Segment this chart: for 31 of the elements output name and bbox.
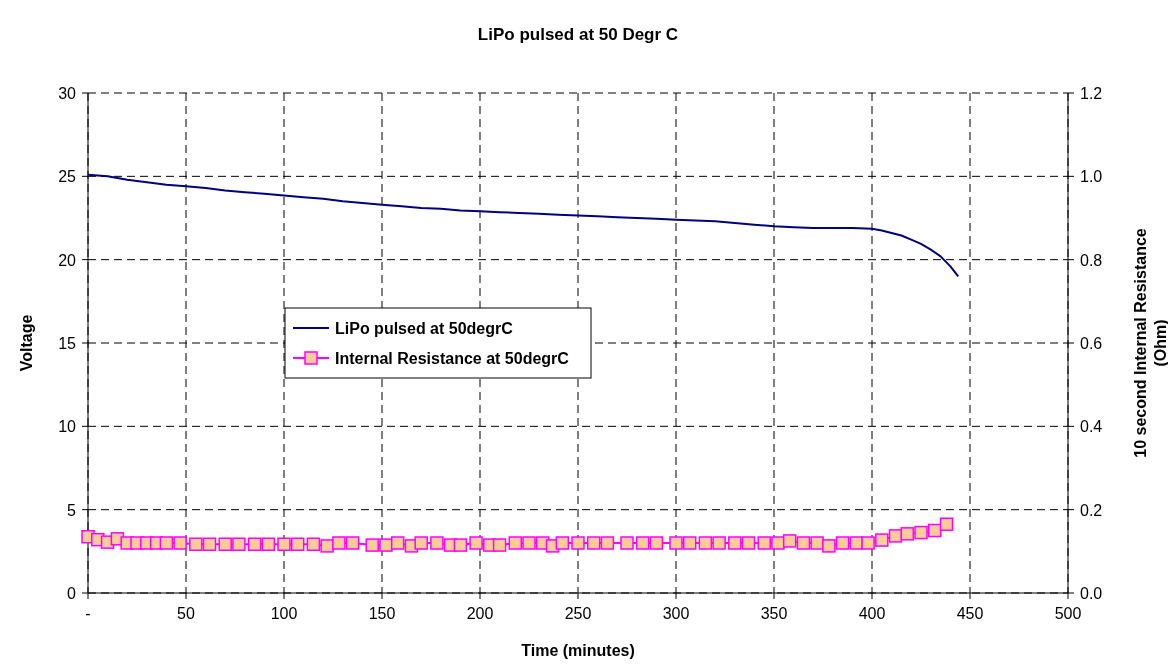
y2-tick-label: 0.6: [1080, 335, 1103, 352]
y2-tick-label: 1.2: [1080, 85, 1103, 102]
x-tick-label: 250: [564, 605, 592, 622]
x-tick-label: -: [85, 605, 91, 622]
x-tick-label: 450: [956, 605, 984, 622]
y-tick-label: 15: [58, 335, 77, 352]
x-tick-label: 100: [270, 605, 298, 622]
y2-tick-label: 1.0: [1080, 168, 1103, 186]
y2-tick-label: 0.2: [1080, 501, 1103, 519]
y-tick-label: 10: [58, 418, 77, 436]
x-tick-label: 350: [760, 605, 788, 622]
x-tick-label: 150: [368, 605, 396, 622]
x-tick-label: 200: [466, 605, 494, 622]
y-tick-label: 25: [58, 168, 77, 186]
y-tick-label: 30: [58, 85, 77, 102]
x-tick-label: 500: [1054, 605, 1082, 622]
x-tick-label: 400: [858, 605, 886, 622]
x-axis-title: Time (minutes): [521, 642, 635, 659]
y-tick-label: 5: [67, 501, 77, 519]
y-axis-title: Voltage: [18, 314, 35, 372]
y2-tick-label: 0.4: [1080, 418, 1103, 436]
chart-title: LiPo pulsed at 50 Degr C: [477, 25, 679, 44]
legend-label: LiPo pulsed at 50degrC: [335, 320, 514, 337]
y2-tick-label: 0.8: [1080, 251, 1103, 269]
y-tick-label: 0: [67, 585, 77, 602]
y-tick-label: 20: [58, 251, 77, 269]
line-series: [87, 173, 960, 278]
x-tick-label: 300: [662, 605, 690, 622]
legend-label: Internal Resistance at 50degrC: [335, 350, 570, 367]
x-tick-label: 50: [177, 605, 195, 622]
y2-tick-label: 0.0: [1080, 585, 1103, 602]
